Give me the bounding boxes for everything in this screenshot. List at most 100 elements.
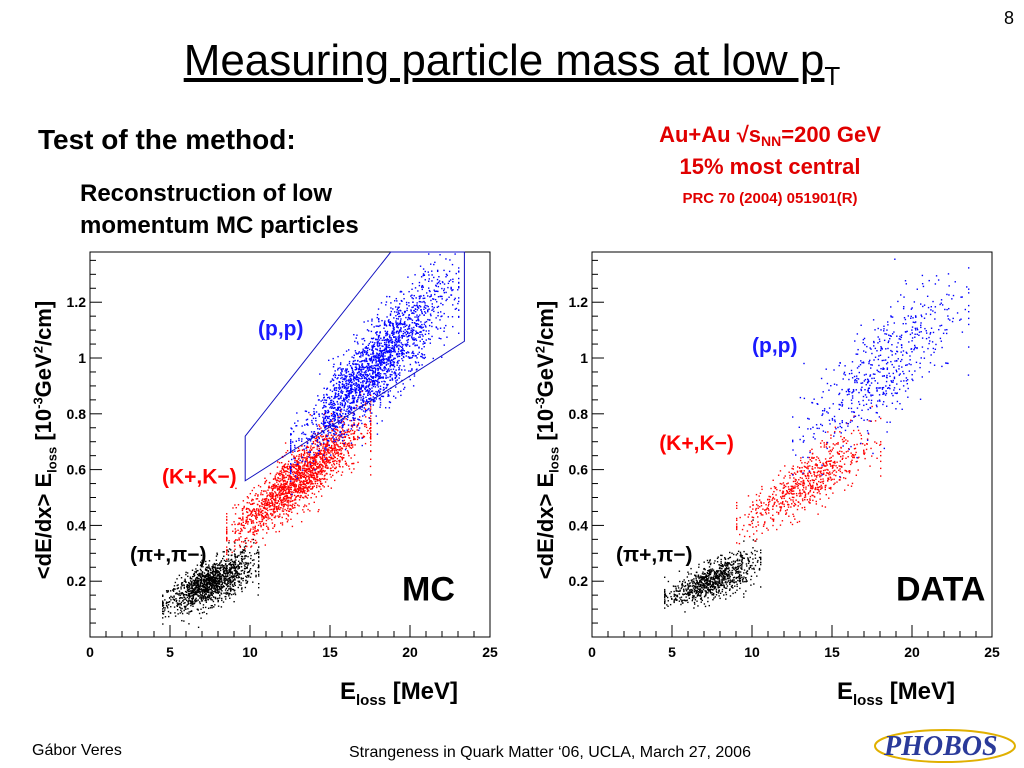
data-point [286,468,289,470]
data-point [330,438,332,440]
data-point [285,451,287,454]
data-point [335,387,338,389]
data-point [191,591,193,593]
data-point [320,435,322,437]
data-point [207,573,210,576]
data-point [283,466,286,469]
data-point [205,599,207,602]
data-point [270,512,272,515]
data-point [337,420,340,422]
data-point [234,569,236,572]
data-point [311,456,313,459]
data-point [342,391,344,393]
data-point [226,579,228,581]
data-point [214,597,217,600]
data-point [253,510,256,512]
data-point [291,500,293,502]
data-point [335,396,337,398]
data-point [411,321,413,324]
data-point [398,355,401,358]
data-point [226,553,228,555]
data-point [307,465,309,468]
data-point [296,468,298,470]
data-point [317,436,320,438]
data-point [317,441,319,444]
data-point [345,376,347,379]
data-point [188,592,191,595]
data-point [239,562,241,564]
data-point [194,571,196,573]
data-point [201,559,203,562]
data-point [234,523,236,526]
data-point [376,357,378,359]
data-point [305,410,308,413]
data-point [342,457,345,459]
data-point [334,479,336,482]
data-point [323,425,325,427]
data-point [206,569,208,571]
data-point [409,356,411,359]
data-point [337,470,340,473]
data-point [336,458,339,460]
data-point [316,478,318,481]
data-point [413,329,415,332]
data-point [340,450,342,452]
data-point [347,394,349,396]
data-point [352,407,355,410]
data-point [325,449,327,451]
data-point [174,612,176,614]
data-point [321,482,323,485]
data-point [434,261,436,264]
data-point [202,588,205,591]
data-point [316,446,319,448]
data-point [367,330,370,332]
data-point [272,508,274,510]
data-point [334,393,337,396]
data-point [247,531,250,533]
data-point [213,574,215,576]
data-point [345,462,348,464]
data-point [208,566,210,568]
data-point [357,395,360,397]
data-point [164,609,166,611]
data-point [298,483,300,486]
data-point [282,477,285,479]
data-point [452,281,454,283]
data-point [388,344,390,346]
data-point [390,310,393,313]
data-point [337,393,339,396]
data-point [379,350,382,352]
data-point [282,486,284,489]
data-point [406,307,408,310]
data-point [241,569,244,572]
data-point [300,488,303,490]
data-point [368,368,371,370]
data-point [281,503,283,505]
data-point [190,595,192,597]
data-point [344,370,346,372]
data-point [376,348,378,350]
data-point [212,592,215,595]
data-point [204,579,207,582]
data-point [216,589,218,591]
data-point [205,575,207,578]
data-point [233,566,236,569]
data-point [332,449,334,451]
data-point [316,439,318,441]
data-point [363,423,366,426]
data-point [367,400,370,403]
data-point [317,395,319,397]
data-point [305,496,307,498]
data-point [325,415,328,418]
data-point [201,571,204,573]
data-point [254,539,257,542]
data-point [320,444,322,447]
data-point [190,582,193,584]
data-point [421,311,423,313]
data-point [340,373,343,375]
data-point [329,397,331,400]
data-point [357,424,359,426]
data-point [187,588,190,591]
data-point [252,564,254,567]
data-point [445,273,448,276]
